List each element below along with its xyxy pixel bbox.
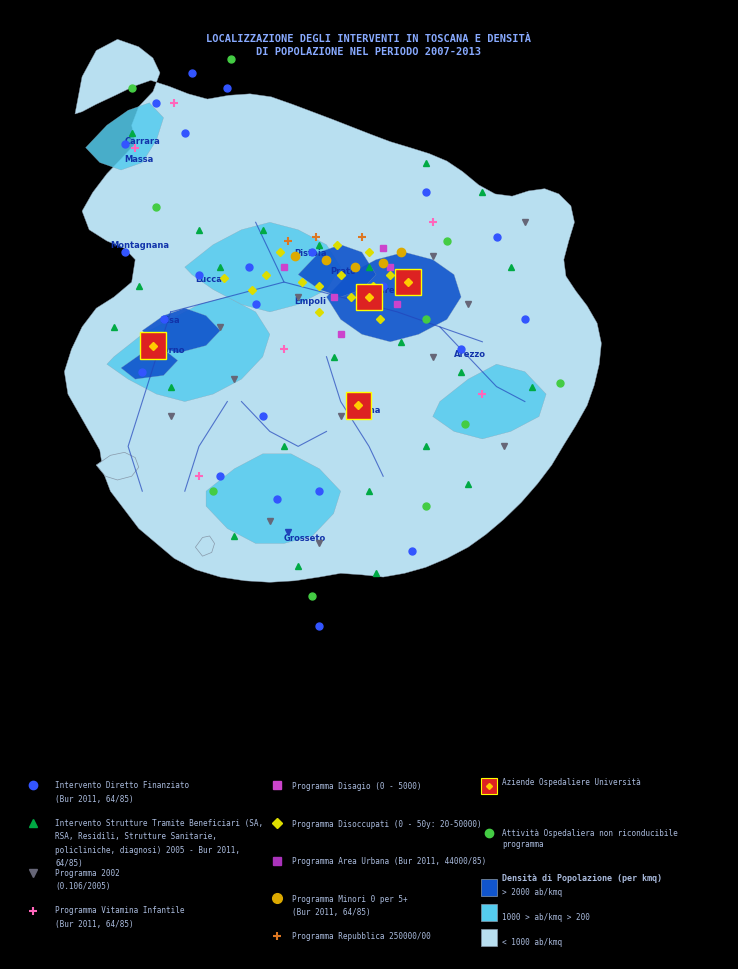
Text: Massa: Massa: [125, 155, 154, 164]
Text: Grosseto: Grosseto: [284, 534, 326, 543]
Text: Pisa: Pisa: [160, 316, 179, 325]
Bar: [396, 269, 421, 297]
Text: (Bur 2011, 64/85): (Bur 2011, 64/85): [292, 908, 370, 917]
Text: 1000 > ab/kmq > 200: 1000 > ab/kmq > 200: [502, 912, 590, 921]
Text: Arezzo: Arezzo: [454, 349, 486, 359]
Text: Livorno: Livorno: [149, 345, 185, 355]
Polygon shape: [432, 365, 546, 440]
Bar: [481, 880, 497, 896]
Polygon shape: [196, 537, 215, 556]
Text: Densità di Popolazione (per kmq): Densità di Popolazione (per kmq): [502, 873, 662, 882]
Text: Lucca: Lucca: [196, 274, 222, 284]
Polygon shape: [96, 453, 139, 481]
Text: Programma 2002: Programma 2002: [55, 868, 120, 877]
Bar: [345, 392, 371, 420]
Bar: [481, 904, 497, 922]
Text: Programma Disagio (0 - 5000): Programma Disagio (0 - 5000): [292, 781, 421, 791]
Text: DI POPOLAZIONE NEL PERIODO 2007-2013: DI POPOLAZIONE NEL PERIODO 2007-2013: [257, 47, 481, 56]
Bar: [140, 332, 165, 359]
Text: Programma Minori 0 per 5+: Programma Minori 0 per 5+: [292, 894, 407, 903]
Text: Pistoia: Pistoia: [294, 248, 327, 258]
Text: Programma Vitamina Infantile: Programma Vitamina Infantile: [55, 905, 184, 915]
Bar: [356, 284, 382, 311]
Text: > 2000 ab/kmq: > 2000 ab/kmq: [502, 887, 562, 895]
Text: LOCALIZZAZIONE DEGLI INTERVENTI IN TOSCANA E DENSITÀ: LOCALIZZAZIONE DEGLI INTERVENTI IN TOSCA…: [207, 34, 531, 44]
Polygon shape: [326, 253, 461, 342]
Polygon shape: [298, 245, 376, 297]
Text: 64/85): 64/85): [55, 859, 83, 867]
Polygon shape: [206, 454, 341, 544]
Text: policliniche, diagnosi) 2005 - Bur 2011,: policliniche, diagnosi) 2005 - Bur 2011,: [55, 845, 241, 854]
Polygon shape: [107, 297, 270, 402]
Text: Intervento Diretto Finanziato: Intervento Diretto Finanziato: [55, 780, 190, 790]
Polygon shape: [142, 309, 220, 354]
Text: Programma Repubblica 250000/00: Programma Repubblica 250000/00: [292, 931, 430, 941]
Polygon shape: [184, 223, 341, 313]
Text: Firenze: Firenze: [376, 286, 411, 295]
Text: (0.106/2005): (0.106/2005): [55, 882, 111, 891]
Text: Programma Area Urbana (Bur 2011, 44000/85): Programma Area Urbana (Bur 2011, 44000/8…: [292, 857, 486, 865]
Text: RSA, Residili, Strutture Sanitarie,: RSA, Residili, Strutture Sanitarie,: [55, 831, 217, 840]
Text: Programma Disoccupati (0 - 50y: 20-50000): Programma Disoccupati (0 - 50y: 20-50000…: [292, 819, 481, 828]
Bar: [481, 778, 497, 794]
Text: (Bur 2011, 64/85): (Bur 2011, 64/85): [55, 794, 134, 803]
Text: (Bur 2011, 64/85): (Bur 2011, 64/85): [55, 919, 134, 928]
Text: Siena: Siena: [355, 405, 382, 414]
Polygon shape: [121, 350, 178, 380]
Text: Empoli: Empoli: [294, 297, 327, 306]
Text: Attività Ospedaliera non riconducibile
programma: Attività Ospedaliera non riconducibile p…: [502, 828, 677, 848]
Text: Aziende Ospedaliere Università: Aziende Ospedaliere Università: [502, 777, 641, 786]
Text: Montagnana: Montagnana: [111, 241, 170, 250]
Polygon shape: [86, 104, 164, 171]
Text: Intervento Strutture Tramite Beneficiari (SA,: Intervento Strutture Tramite Beneficiari…: [55, 818, 263, 827]
Text: < 1000 ab/kmq: < 1000 ab/kmq: [502, 937, 562, 946]
Bar: [481, 929, 497, 946]
Text: Prato: Prato: [330, 267, 356, 276]
Polygon shape: [64, 41, 601, 582]
Text: Carrara: Carrara: [125, 137, 160, 145]
